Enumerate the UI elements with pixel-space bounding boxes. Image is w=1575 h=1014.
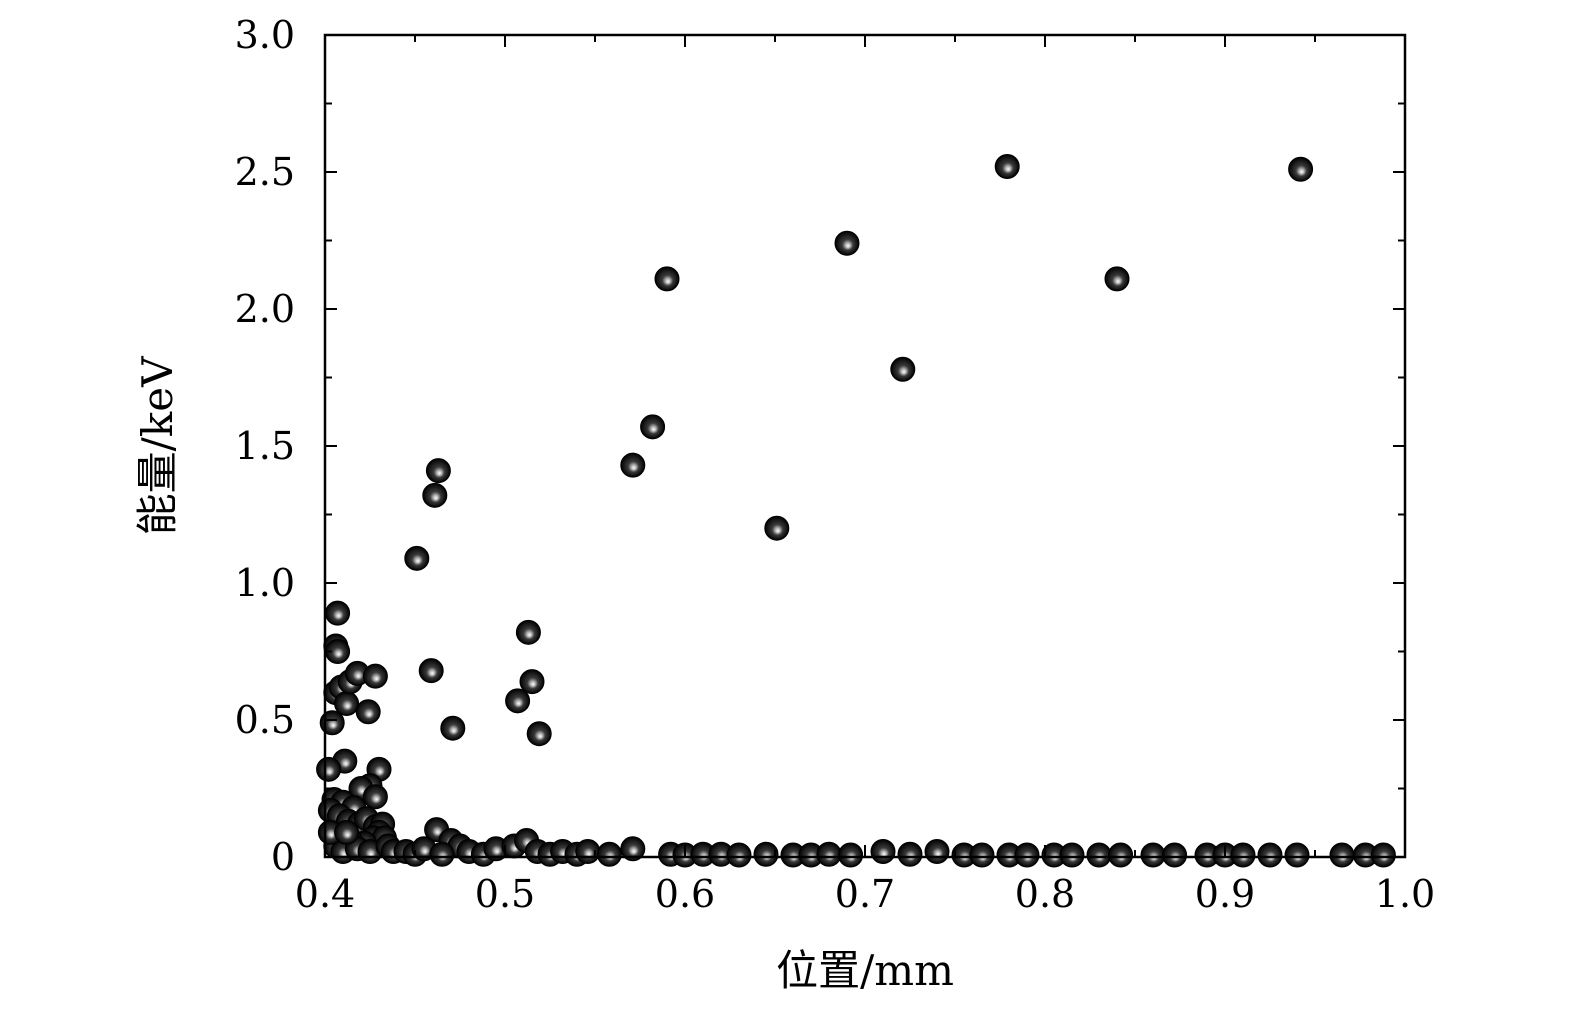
- data-point: [620, 452, 646, 478]
- data-point: [316, 756, 342, 782]
- data-point: [355, 699, 381, 725]
- data-point: [654, 266, 680, 292]
- data-point: [753, 841, 779, 867]
- x-tick-label: 0.7: [835, 872, 895, 916]
- x-axis-ticks: 0.4 0.5 0.6 0.7 0.8 0.9 1.0: [295, 35, 1435, 916]
- y-tick-label: 1.5: [235, 424, 295, 468]
- data-point: [362, 663, 388, 689]
- data-point: [1014, 842, 1040, 868]
- data-point: [515, 619, 541, 645]
- x-tick-label: 0.4: [295, 872, 355, 916]
- data-point: [1284, 842, 1310, 868]
- y-tick-label: 0.5: [235, 698, 295, 742]
- data-point: [764, 515, 790, 541]
- x-tick-label: 0.5: [475, 872, 535, 916]
- data-point: [334, 691, 360, 717]
- data-point: [838, 842, 864, 868]
- data-point: [640, 414, 666, 440]
- data-point: [897, 841, 923, 867]
- y-tick-label: 3.0: [235, 13, 295, 57]
- data-point: [325, 600, 351, 626]
- y-tick-label: 2.5: [235, 150, 295, 194]
- data-point: [1230, 842, 1256, 868]
- data-point: [834, 230, 860, 256]
- data-point: [429, 841, 455, 867]
- data-point: [870, 839, 896, 865]
- x-tick-label: 1.0: [1375, 872, 1435, 916]
- data-point: [519, 669, 545, 695]
- data-point: [334, 819, 360, 845]
- data-point: [726, 842, 752, 868]
- data-point: [816, 841, 842, 867]
- data-point: [1059, 842, 1085, 868]
- data-point: [1257, 842, 1283, 868]
- data-point: [1104, 266, 1130, 292]
- data-point: [418, 658, 444, 684]
- data-point: [422, 482, 448, 508]
- data-point: [596, 841, 622, 867]
- data-point: [526, 721, 552, 747]
- y-axis-ticks: 0 0.5 1.0 1.5 2.0 2.5 3.0: [235, 13, 1405, 879]
- data-point: [425, 458, 451, 484]
- data-point: [575, 839, 601, 865]
- data-point: [1370, 842, 1396, 868]
- x-tick-label: 0.6: [655, 872, 715, 916]
- data-point: [1108, 842, 1134, 868]
- data-point: [890, 356, 916, 382]
- data-point: [1140, 842, 1166, 868]
- data-point: [1329, 842, 1355, 868]
- x-axis-label: 位置/mm: [776, 946, 954, 995]
- data-point: [994, 154, 1020, 180]
- data-point: [1086, 842, 1112, 868]
- data-point: [404, 545, 430, 571]
- y-tick-label: 0: [271, 835, 295, 879]
- data-point: [1162, 842, 1188, 868]
- data-points: [316, 154, 1396, 868]
- data-point: [440, 715, 466, 741]
- data-point: [505, 688, 531, 714]
- y-tick-label: 1.0: [235, 561, 295, 605]
- data-point: [1288, 156, 1314, 182]
- data-point: [924, 839, 950, 865]
- x-tick-label: 0.8: [1015, 872, 1075, 916]
- x-tick-label: 0.9: [1195, 872, 1255, 916]
- data-point: [620, 836, 646, 862]
- y-axis-label: 能量/keV: [133, 356, 182, 535]
- plot-frame: [323, 33, 1407, 859]
- data-point: [362, 784, 388, 810]
- y-tick-label: 2.0: [235, 287, 295, 331]
- data-point: [969, 842, 995, 868]
